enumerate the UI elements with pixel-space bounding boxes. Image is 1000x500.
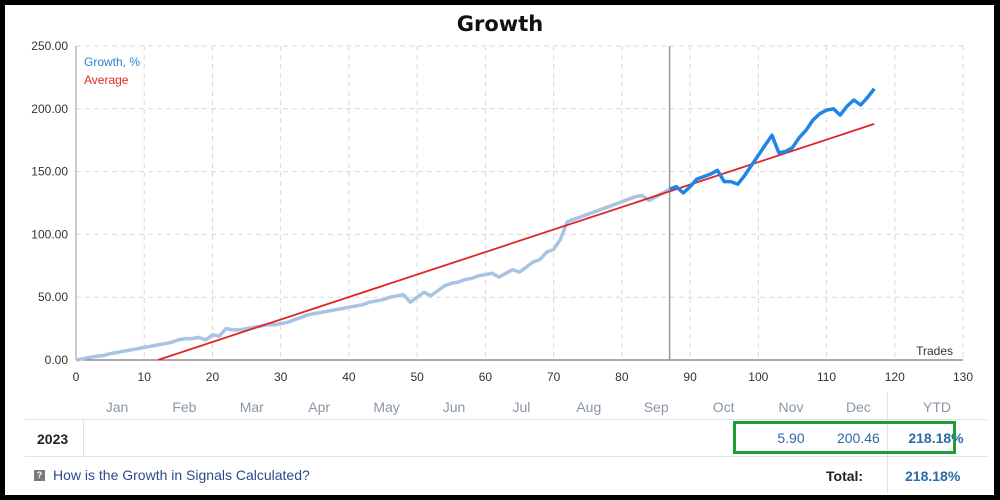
x-tick-label: 60 (479, 370, 493, 384)
month-header: Apr (308, 399, 331, 415)
ytd-value: 218.18% (908, 430, 964, 446)
month-header: Nov (778, 399, 804, 415)
x-tick-label: 120 (885, 370, 905, 384)
tick-labels: 0 10 20 30 40 50 60 70 80 90 100 110 120 130 0.00 50.00… (31, 39, 973, 384)
month-header: Jun (442, 399, 466, 415)
y-tick-label: 50.00 (38, 290, 68, 304)
ytd-separator (887, 393, 888, 493)
month-header: Jan (105, 399, 129, 415)
x-tick-label: 80 (615, 370, 629, 384)
legend-growth: Growth, % (84, 55, 140, 69)
table-divider (25, 456, 987, 457)
month-header: May (373, 399, 400, 415)
highlight-box (733, 421, 956, 454)
total-value: 218.18% (905, 468, 961, 484)
month-header: Mar (239, 399, 264, 415)
x-tick-label: 130 (953, 370, 973, 384)
year-separator (83, 419, 84, 456)
x-tick-label: 50 (410, 370, 424, 384)
month-value: 5.90 (777, 430, 805, 446)
average-line (157, 123, 875, 361)
legend-average: Average (84, 73, 129, 87)
year-label: 2023 (37, 431, 69, 447)
month-header: Sep (643, 399, 669, 415)
month-header: Oct (712, 399, 735, 415)
x-tick-label: 20 (206, 370, 220, 384)
x-tick-label: 10 (138, 370, 152, 384)
month-value: 200.46 (836, 430, 880, 446)
x-tick-label: 40 (342, 370, 356, 384)
x-tick-label: 70 (547, 370, 561, 384)
month-header: Dec (845, 399, 871, 415)
ytd-header: YTD (923, 399, 951, 415)
x-tick-label: 30 (274, 370, 288, 384)
y-tick-label: 0.00 (45, 353, 69, 367)
table-divider (25, 419, 987, 420)
series-marks (75, 46, 876, 362)
x-tick-label: 110 (817, 370, 836, 384)
x-tick-label: 90 (683, 370, 697, 384)
grid-lines (76, 45, 964, 360)
y-tick-label: 150.00 (31, 165, 68, 179)
growth-line-past (75, 187, 671, 362)
month-header: Aug (576, 399, 602, 415)
growth-line-current (668, 87, 876, 195)
month-header: Feb (172, 399, 197, 415)
x-tick-label: 0 (73, 370, 80, 384)
growth-chart: 0 10 20 30 40 50 60 70 80 90 100 110 120 130 0.00 50.00… (31, 39, 973, 384)
y-tick-label: 250.00 (31, 39, 68, 53)
info-icon[interactable]: ? (34, 470, 45, 481)
total-label: Total: (826, 468, 864, 484)
y-tick-label: 200.00 (31, 102, 68, 116)
x-axis-label: Trades (916, 344, 953, 358)
growth-info-link[interactable]: How is the Growth in Signals Calculated? (53, 467, 310, 483)
chart-title: Growth (456, 12, 544, 36)
axes (75, 46, 963, 361)
month-header: Jul (512, 399, 531, 415)
monthly-table: Jan Feb Mar Apr May Jun Jul Aug Sep Oct Nov 5.90 Dec… (25, 393, 987, 493)
y-tick-label: 100.00 (31, 227, 68, 241)
x-tick-label: 100 (748, 370, 768, 384)
